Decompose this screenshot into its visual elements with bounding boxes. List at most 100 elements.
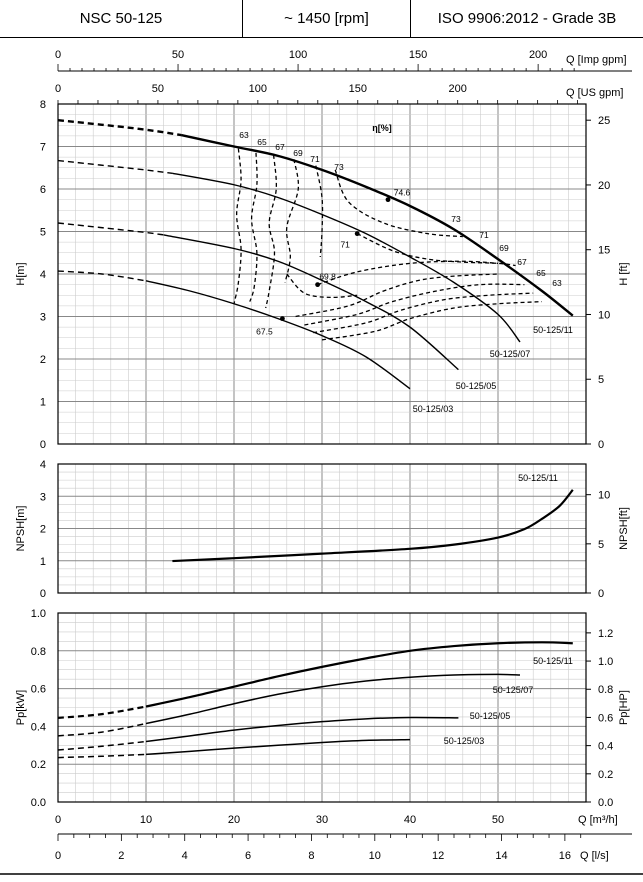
efficiency-isoline (295, 273, 499, 318)
head-ylabel-right: H [ft] (618, 262, 630, 285)
head-curve-label: 50-125/03 (413, 404, 454, 414)
head-curve-50-125-07 (172, 172, 521, 343)
efficiency-axis-label: η[%] (372, 123, 392, 133)
model-cell: NSC 50-125 (79, 10, 163, 27)
power-ytick-right-label: 1.2 (598, 628, 613, 640)
qls-tick-label: 0 (55, 850, 61, 862)
imp-tick-label: 0 (55, 49, 61, 61)
us-tick-label: 0 (55, 83, 61, 95)
efficiency-isoline-label: 63 (552, 278, 562, 288)
efficiency-isoline (315, 165, 324, 258)
npsh-ylabel: NPSH[m] (15, 506, 27, 552)
bep-marker (354, 231, 360, 237)
efficiency-isoline-label: 69 (499, 243, 509, 253)
head-curve-50-125-11-dashed (57, 118, 182, 137)
head-frame (57, 103, 587, 445)
head-ylabel: H[m] (15, 262, 27, 285)
head-ytick-right-label: 25 (598, 115, 610, 127)
npsh-ytick-label: 2 (40, 524, 46, 536)
head-ytick-label: 0 (40, 439, 46, 451)
head-curve-50-125-03-dashed (57, 270, 147, 282)
bep-marker (280, 316, 285, 322)
power-ytick-label: 0.6 (31, 684, 46, 696)
power-curve-50-125-05-dashed (57, 740, 147, 751)
qm3h-tick-label: 10 (140, 814, 152, 826)
head-curve-50-125-03 (145, 280, 411, 390)
head-curve-50-125-05 (163, 234, 459, 371)
head-ytick-label: 1 (40, 397, 46, 409)
npsh-curve-50-125-11 (172, 489, 574, 563)
head-curve-label: 50-125/05 (456, 381, 497, 391)
efficiency-isoline-label: 71 (310, 154, 320, 164)
npsh-ytick-label: 1 (40, 556, 46, 568)
head-curve-50-125-07-dashed (57, 159, 173, 174)
head-ytick-label: 2 (40, 354, 46, 366)
efficiency-isoline (321, 300, 543, 341)
efficiency-isoline (304, 283, 525, 326)
npsh-ytick-label: 0 (40, 588, 46, 600)
power-ytick-right-label: 0.2 (598, 769, 613, 781)
npsh-ytick-right-label: 10 (598, 490, 610, 502)
speed-cell: ~ 1450 [rpm] (242, 0, 410, 37)
npsh-frame (57, 463, 587, 594)
head-ytick-label: 7 (40, 142, 46, 154)
imp-axis-label: Q [Imp gpm] (566, 54, 627, 66)
efficiency-isoline-label: 67 (275, 142, 285, 152)
power-curve-label: 50-125/03 (444, 736, 485, 746)
head-ytick-right-label: 5 (598, 374, 604, 386)
bep-label: 74.6 (394, 188, 411, 198)
npsh-ytick-label: 3 (40, 491, 46, 503)
efficiency-isoline-label: 73 (451, 214, 461, 224)
power-ylabel: Pp[kW] (15, 690, 27, 725)
efficiency-isoline (265, 154, 278, 309)
imp-tick-label: 50 (172, 49, 184, 61)
npsh-curve-label: 50-125/11 (518, 473, 558, 483)
bep-marker (315, 282, 320, 288)
qls-tick-label: 6 (245, 850, 251, 862)
npsh-ytick-right-label: 0 (598, 588, 604, 600)
head-curve-50-125-11 (180, 133, 574, 317)
power-ytick-label: 0.2 (31, 759, 46, 771)
head-ytick-label: 8 (40, 99, 46, 111)
bep-marker (385, 197, 391, 203)
power-curve-50-125-07-dashed (57, 722, 147, 737)
power-curve-50-125-03 (145, 738, 411, 756)
us-tick-label: 100 (249, 83, 267, 95)
bep-label: 69.8 (319, 272, 336, 282)
power-curve-label: 50-125/11 (533, 656, 573, 666)
qm3h-tick-label: 20 (228, 814, 240, 826)
power-ytick-right-label: 0.0 (598, 797, 613, 809)
power-curve-50-125-05 (145, 716, 459, 743)
power-curve-label: 50-125/05 (470, 711, 511, 721)
power-ytick-right-label: 1.0 (598, 656, 613, 668)
efficiency-isoline-label: 65 (257, 137, 267, 147)
npsh-ytick-label: 4 (40, 459, 46, 471)
efficiency-isoline (284, 159, 300, 283)
head-ytick-right-label: 10 (598, 309, 610, 321)
head-ytick-label: 4 (40, 269, 46, 281)
power-ytick-right-label: 0.8 (598, 684, 613, 696)
head-curve-label: 50-125/11 (533, 325, 573, 335)
npsh-ylabel-right: NPSH[ft] (618, 507, 630, 550)
power-ytick-label: 0.4 (31, 721, 46, 733)
header-table: NSC 50-125 ~ 1450 [rpm] ISO 9906:2012 - … (0, 0, 643, 38)
efficiency-isoline (249, 152, 258, 302)
us-axis-label: Q [US gpm] (566, 87, 623, 99)
head-ytick-label: 5 (40, 227, 46, 239)
qls-axis-label: Q [l/s] (580, 850, 609, 862)
efficiency-isoline (317, 260, 499, 286)
bep-label: 71 (340, 240, 350, 250)
qls-tick-label: 8 (308, 850, 314, 862)
qls-tick-label: 12 (432, 850, 444, 862)
efficiency-isoline (334, 169, 463, 238)
efficiency-isoline-label: 63 (239, 130, 249, 140)
qm3h-tick-label: 30 (316, 814, 328, 826)
efficiency-isoline-label: 67 (517, 257, 527, 267)
head-ytick-right-label: 0 (598, 439, 604, 451)
power-frame (57, 612, 587, 803)
power-curve-50-125-11-dashed (57, 705, 147, 719)
power-ylabel-right: Pp[HP] (618, 690, 630, 725)
bep-label: 67.5 (256, 327, 273, 337)
power-ytick-right-label: 0.6 (598, 712, 613, 724)
